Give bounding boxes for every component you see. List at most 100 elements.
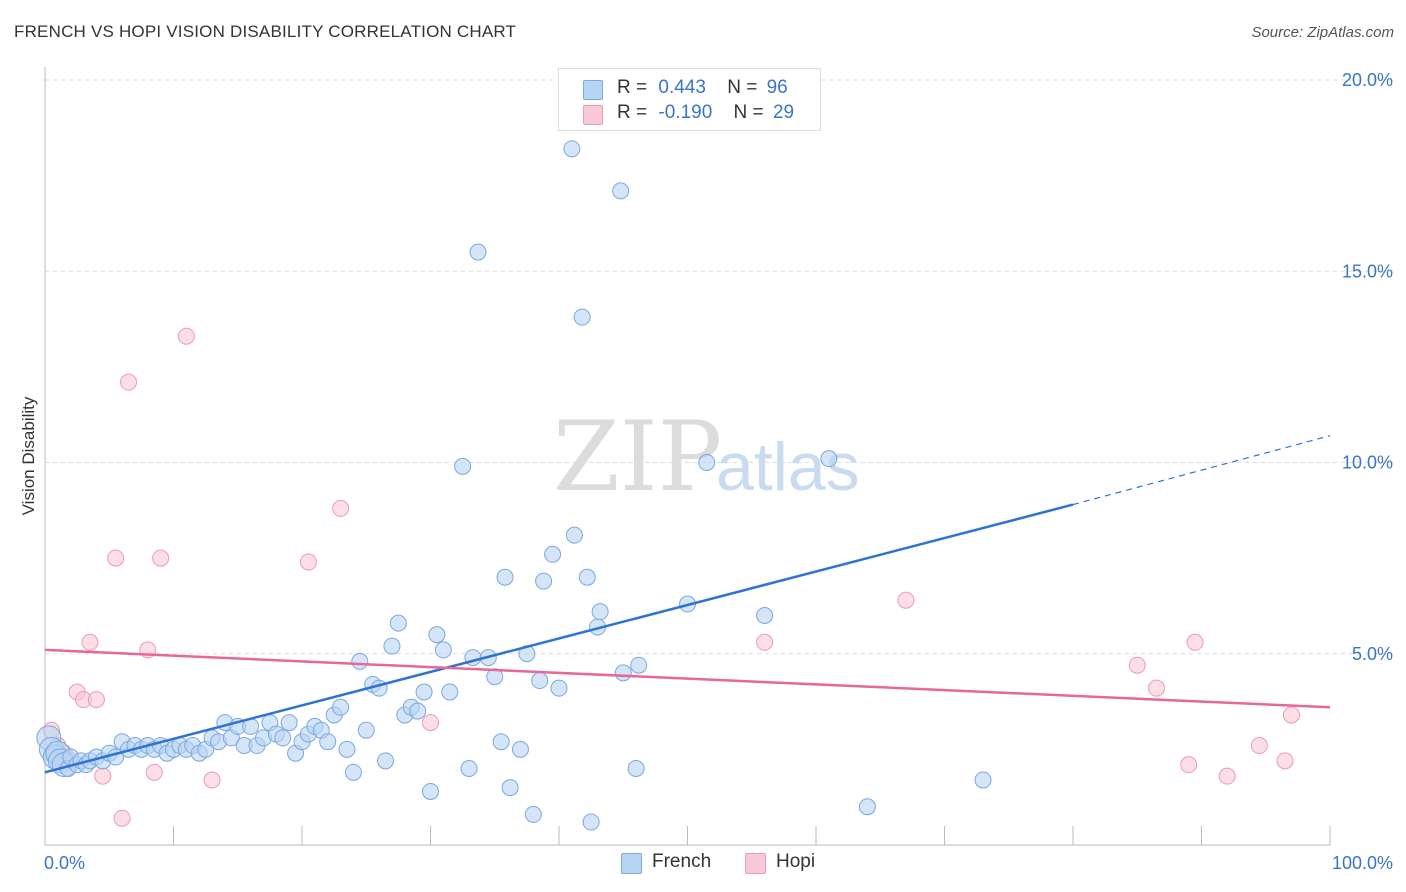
french-point [591,603,609,621]
french-point [434,641,452,659]
french-point [511,740,529,758]
french-point [627,760,645,777]
watermark-atlas: atlas [716,429,860,505]
french-point [469,243,487,261]
french-trendline [44,503,1074,774]
french-point [486,668,504,686]
french-point [535,572,553,590]
hopi-point [1276,752,1294,770]
hopi-point [113,809,131,827]
french-point [383,637,401,655]
french-point [756,607,774,624]
french-point [582,813,600,831]
hopi-point [145,763,163,781]
hopi-swatch [583,105,603,125]
legend-french-r-label: R = [617,77,648,98]
french-point [422,782,439,800]
french-point [612,182,630,200]
hopi-point [422,714,439,732]
hopi-point [1282,706,1300,724]
trendlines [44,435,1331,774]
french-points [36,140,992,831]
french-point [550,679,568,697]
chart-title: FRENCH VS HOPI VISION DISABILITY CORRELA… [14,22,517,41]
french-point [544,545,562,563]
french-point [389,614,407,632]
y-tick-label: 20.0% [1342,70,1393,90]
french-point [344,763,362,781]
gridlines [45,79,1395,655]
french-point [858,798,876,816]
french-swatch [583,80,603,100]
legend: R = 0.443 N = 96 R = -0.190 N = 29 [558,68,821,131]
french-point [492,733,510,751]
french-point [280,714,298,732]
bottom-french-swatch [621,853,642,874]
legend-hopi-n-value: 29 [772,102,795,123]
french-point [319,733,337,751]
hopi-trendline [44,648,1331,709]
french-point [578,568,596,586]
french-point [630,656,648,674]
french-point [524,805,542,823]
french-point [428,626,446,644]
french-point [454,457,472,475]
watermark: ZIP atlas [553,401,860,513]
french-point [357,721,375,739]
french-point [563,140,581,158]
french-point [351,652,369,670]
hopi-point [1186,633,1204,651]
hopi-point [756,633,774,651]
bottom-hopi-label: Hopi [776,851,816,872]
hopi-point [332,499,350,517]
french-point [460,760,478,777]
y-tick-labels: 5.0% 10.0% 15.0% 20.0% [1342,70,1393,664]
y-tick-label: 5.0% [1352,644,1393,664]
french-trendline-extension [1072,435,1331,506]
hopi-point [81,633,99,651]
french-point [441,683,459,701]
french-point [332,698,350,716]
hopi-point [897,591,915,609]
legend-hopi-r-label: R = [617,102,648,123]
hopi-point [203,771,221,789]
y-tick-label: 15.0% [1342,261,1393,281]
hopi-point [1128,656,1146,674]
hopi-point [1148,679,1166,697]
french-point [565,526,583,544]
legend-french-r-value: 0.443 [658,77,706,98]
y-axis-label: Vision Disability [19,396,38,515]
hopi-point [107,549,125,567]
french-point [409,702,427,720]
hopi-point [1218,767,1236,785]
hopi-point [177,327,195,345]
hopi-point [87,691,105,709]
x-tick-labels: 0.0% 100.0% [44,853,1393,873]
hopi-point [120,373,138,391]
source-label: Source: ZipAtlas.com [1251,24,1394,41]
french-point [820,450,838,468]
bottom-hopi-swatch [745,853,766,874]
hopi-point [1250,737,1268,755]
french-point [573,308,591,326]
hopi-point [152,549,170,567]
hopi-points [42,327,1300,827]
y-tick-label: 10.0% [1342,453,1393,473]
french-point [974,771,992,789]
french-point [501,779,519,797]
legend-french-n-value: 96 [766,77,788,98]
legend-hopi-n-label: N = [733,102,764,123]
french-point [531,672,549,690]
french-point [496,568,514,586]
french-point [274,729,292,747]
legend-french-n-label: N = [727,77,758,98]
french-point [614,664,632,682]
hopi-point [94,767,112,785]
french-point [415,683,433,701]
french-point [698,454,716,471]
french-point [377,752,395,770]
x-tick-label: 0.0% [44,853,85,873]
watermark-zip: ZIP [553,401,722,513]
hopi-point [1180,756,1198,774]
